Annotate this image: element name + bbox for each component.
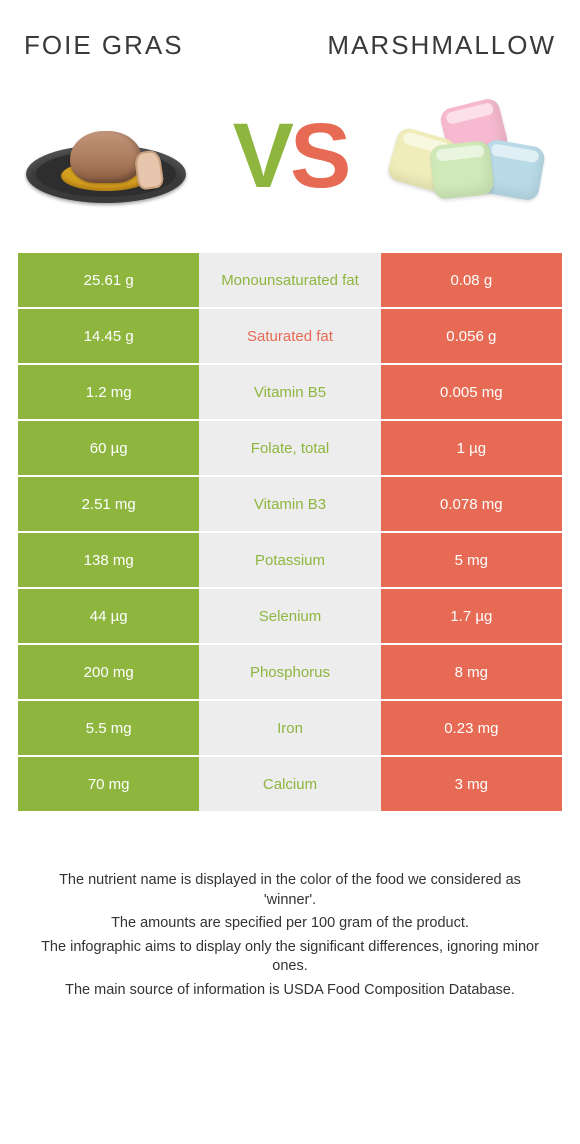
table-row: 44 µgSelenium1.7 µg xyxy=(18,589,562,643)
footnotes: The nutrient name is displayed in the co… xyxy=(18,871,562,1000)
value-left: 5.5 mg xyxy=(18,701,199,755)
nutrient-name: Calcium xyxy=(199,757,380,811)
value-right: 0.08 g xyxy=(381,253,562,307)
food-title-right: Marshmallow xyxy=(290,30,556,61)
value-left: 25.61 g xyxy=(18,253,199,307)
hero-row: VS xyxy=(18,61,562,253)
nutrient-name: Iron xyxy=(199,701,380,755)
value-right: 8 mg xyxy=(381,645,562,699)
nutrient-name: Vitamin B3 xyxy=(199,477,380,531)
value-left: 60 µg xyxy=(18,421,199,475)
table-row: 14.45 gSaturated fat0.056 g xyxy=(18,309,562,363)
value-right: 0.23 mg xyxy=(381,701,562,755)
table-row: 60 µgFolate, total1 µg xyxy=(18,421,562,475)
nutrient-name: Selenium xyxy=(199,589,380,643)
footnote-line: The infographic aims to display only the… xyxy=(38,938,542,977)
value-right: 0.005 mg xyxy=(381,365,562,419)
table-row: 1.2 mgVitamin B50.005 mg xyxy=(18,365,562,419)
vs-label: VS xyxy=(233,110,348,202)
food-image-left xyxy=(22,101,190,211)
value-left: 200 mg xyxy=(18,645,199,699)
footnote-line: The nutrient name is displayed in the co… xyxy=(38,871,542,910)
table-row: 70 mgCalcium3 mg xyxy=(18,757,562,811)
value-right: 3 mg xyxy=(381,757,562,811)
foie-loaf-shape xyxy=(70,131,142,183)
nutrient-name: Monounsaturated fat xyxy=(199,253,380,307)
vs-s: S xyxy=(290,105,347,207)
comparison-table: 25.61 gMonounsaturated fat0.08 g14.45 gS… xyxy=(18,253,562,811)
nutrient-name: Folate, total xyxy=(199,421,380,475)
nutrient-name: Phosphorus xyxy=(199,645,380,699)
table-row: 2.51 mgVitamin B30.078 mg xyxy=(18,477,562,531)
table-row: 138 mgPotassium5 mg xyxy=(18,533,562,587)
value-right: 5 mg xyxy=(381,533,562,587)
table-row: 25.61 gMonounsaturated fat0.08 g xyxy=(18,253,562,307)
value-right: 0.056 g xyxy=(381,309,562,363)
header: Foie gras Marshmallow xyxy=(18,20,562,61)
value-left: 14.45 g xyxy=(18,309,199,363)
nutrient-name: Vitamin B5 xyxy=(199,365,380,419)
value-left: 138 mg xyxy=(18,533,199,587)
table-row: 5.5 mgIron0.23 mg xyxy=(18,701,562,755)
value-right: 1 µg xyxy=(381,421,562,475)
marshmallow-green xyxy=(429,140,494,200)
footnote-line: The main source of information is USDA F… xyxy=(38,981,542,1001)
value-right: 0.078 mg xyxy=(381,477,562,531)
food-title-left: Foie gras xyxy=(24,30,290,61)
value-right: 1.7 µg xyxy=(381,589,562,643)
table-row: 200 mgPhosphorus8 mg xyxy=(18,645,562,699)
footnote-line: The amounts are specified per 100 gram o… xyxy=(38,914,542,934)
nutrient-name: Saturated fat xyxy=(199,309,380,363)
value-left: 70 mg xyxy=(18,757,199,811)
food-image-right xyxy=(390,101,558,211)
value-left: 1.2 mg xyxy=(18,365,199,419)
vs-v: V xyxy=(233,105,290,207)
value-left: 44 µg xyxy=(18,589,199,643)
nutrient-name: Potassium xyxy=(199,533,380,587)
value-left: 2.51 mg xyxy=(18,477,199,531)
